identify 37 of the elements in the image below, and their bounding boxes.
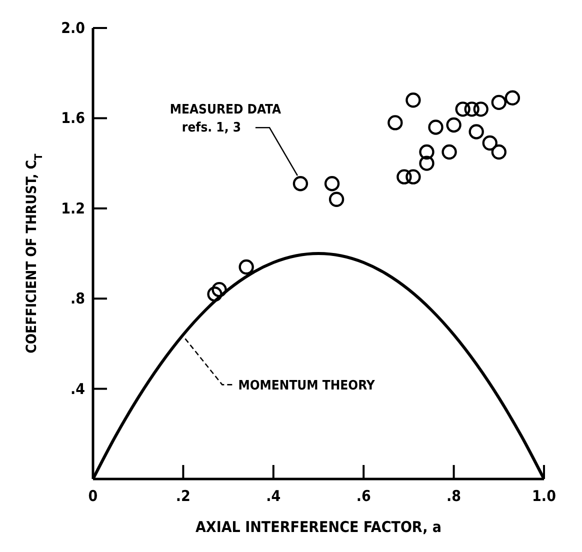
point <box>406 92 421 108</box>
x-tick-label: .8 <box>446 487 462 505</box>
point <box>396 169 412 184</box>
y-tick-label: .4 <box>70 380 85 398</box>
point <box>328 192 344 207</box>
point <box>482 135 498 151</box>
y-tick-label: 1.2 <box>61 199 85 218</box>
point <box>504 90 520 106</box>
x-tick-label: .2 <box>176 487 190 505</box>
point <box>207 286 222 302</box>
x-tick-label: .6 <box>356 487 371 505</box>
point <box>468 124 484 140</box>
y-tick-label: 2.0 <box>61 19 85 37</box>
point <box>419 144 434 160</box>
point <box>442 144 457 160</box>
y-tick-label: 1.6 <box>61 109 85 128</box>
annotation: MEASURED DATA refs. 1, 3 <box>170 102 282 136</box>
point <box>491 144 506 160</box>
annotation: MOMENTUM THEORY <box>238 378 376 394</box>
point <box>455 102 470 117</box>
point <box>428 120 444 135</box>
x-tick-label: .4 <box>266 487 281 505</box>
point <box>388 115 403 130</box>
point <box>464 102 480 117</box>
point <box>419 156 434 171</box>
point <box>406 169 421 184</box>
x-tick-label: 0 <box>88 487 98 505</box>
point <box>212 282 227 298</box>
point <box>324 176 340 192</box>
point <box>473 102 488 117</box>
point <box>446 117 462 133</box>
x-axis-title: AXIAL INTERFERENCE FACTOR, a <box>195 518 442 536</box>
point <box>238 259 254 275</box>
point <box>292 176 308 192</box>
point <box>491 94 506 110</box>
y-tick-label: .8 <box>70 290 85 308</box>
x-tick-label: 1.0 <box>532 487 556 505</box>
